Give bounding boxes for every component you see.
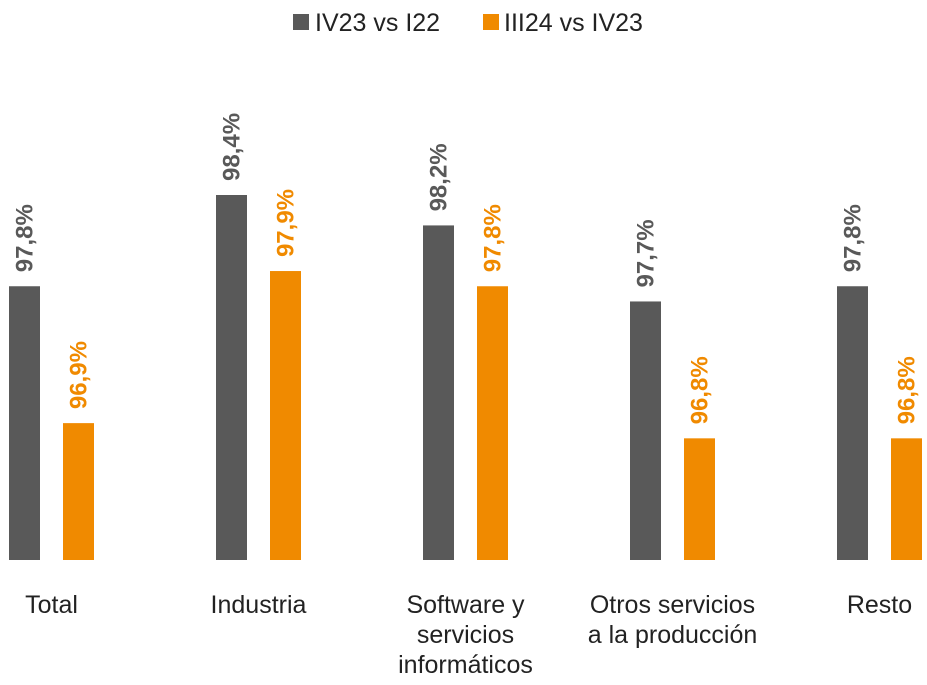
value-label-series-1-cat-1: 97,8% (12, 204, 39, 272)
legend-swatch-series-2 (483, 14, 499, 30)
value-label-series-2-cat-5: 96,8% (894, 356, 921, 424)
plot-area: 97,8% 96,9% Total 98,4% 97,9% Industria 98,2% 9… (9, 113, 922, 679)
bar-series-2-cat-3 (477, 286, 508, 560)
value-label-series-2-cat-2: 97,9% (273, 189, 300, 257)
value-label-series-1-cat-3: 98,2% (426, 143, 453, 211)
legend-label-series-1: IV23 vs I22 (315, 9, 440, 37)
value-label-series-2-cat-3: 97,8% (480, 204, 507, 272)
category-label-3: Software y servicios informáticos (398, 591, 533, 679)
bar-series-1-cat-5 (837, 286, 868, 560)
bar-series-1-cat-2 (216, 195, 247, 560)
category-label-4: Otros servicios a la producción (588, 591, 758, 649)
category-label-5: Resto (847, 591, 912, 619)
bar-series-1-cat-4 (630, 301, 661, 560)
legend: IV23 vs I22 III24 vs IV23 (293, 9, 643, 37)
bar-series-2-cat-2 (270, 271, 301, 560)
bar-series-1-cat-3 (423, 225, 454, 560)
category-label-1: Total (25, 591, 78, 619)
value-label-series-1-cat-2: 98,4% (219, 113, 246, 181)
bar-series-1-cat-1 (9, 286, 40, 560)
bar-series-2-cat-1 (63, 423, 94, 560)
value-label-series-1-cat-4: 97,7% (633, 219, 660, 287)
legend-swatch-series-1 (293, 14, 309, 30)
value-label-series-2-cat-4: 96,8% (687, 356, 714, 424)
value-label-series-2-cat-1: 96,9% (66, 341, 93, 409)
bar-series-2-cat-5 (891, 438, 922, 560)
value-label-series-1-cat-5: 97,8% (840, 204, 867, 272)
bar-series-2-cat-4 (684, 438, 715, 560)
legend-label-series-2: III24 vs IV23 (504, 9, 643, 37)
category-label-2: Industria (211, 591, 307, 619)
